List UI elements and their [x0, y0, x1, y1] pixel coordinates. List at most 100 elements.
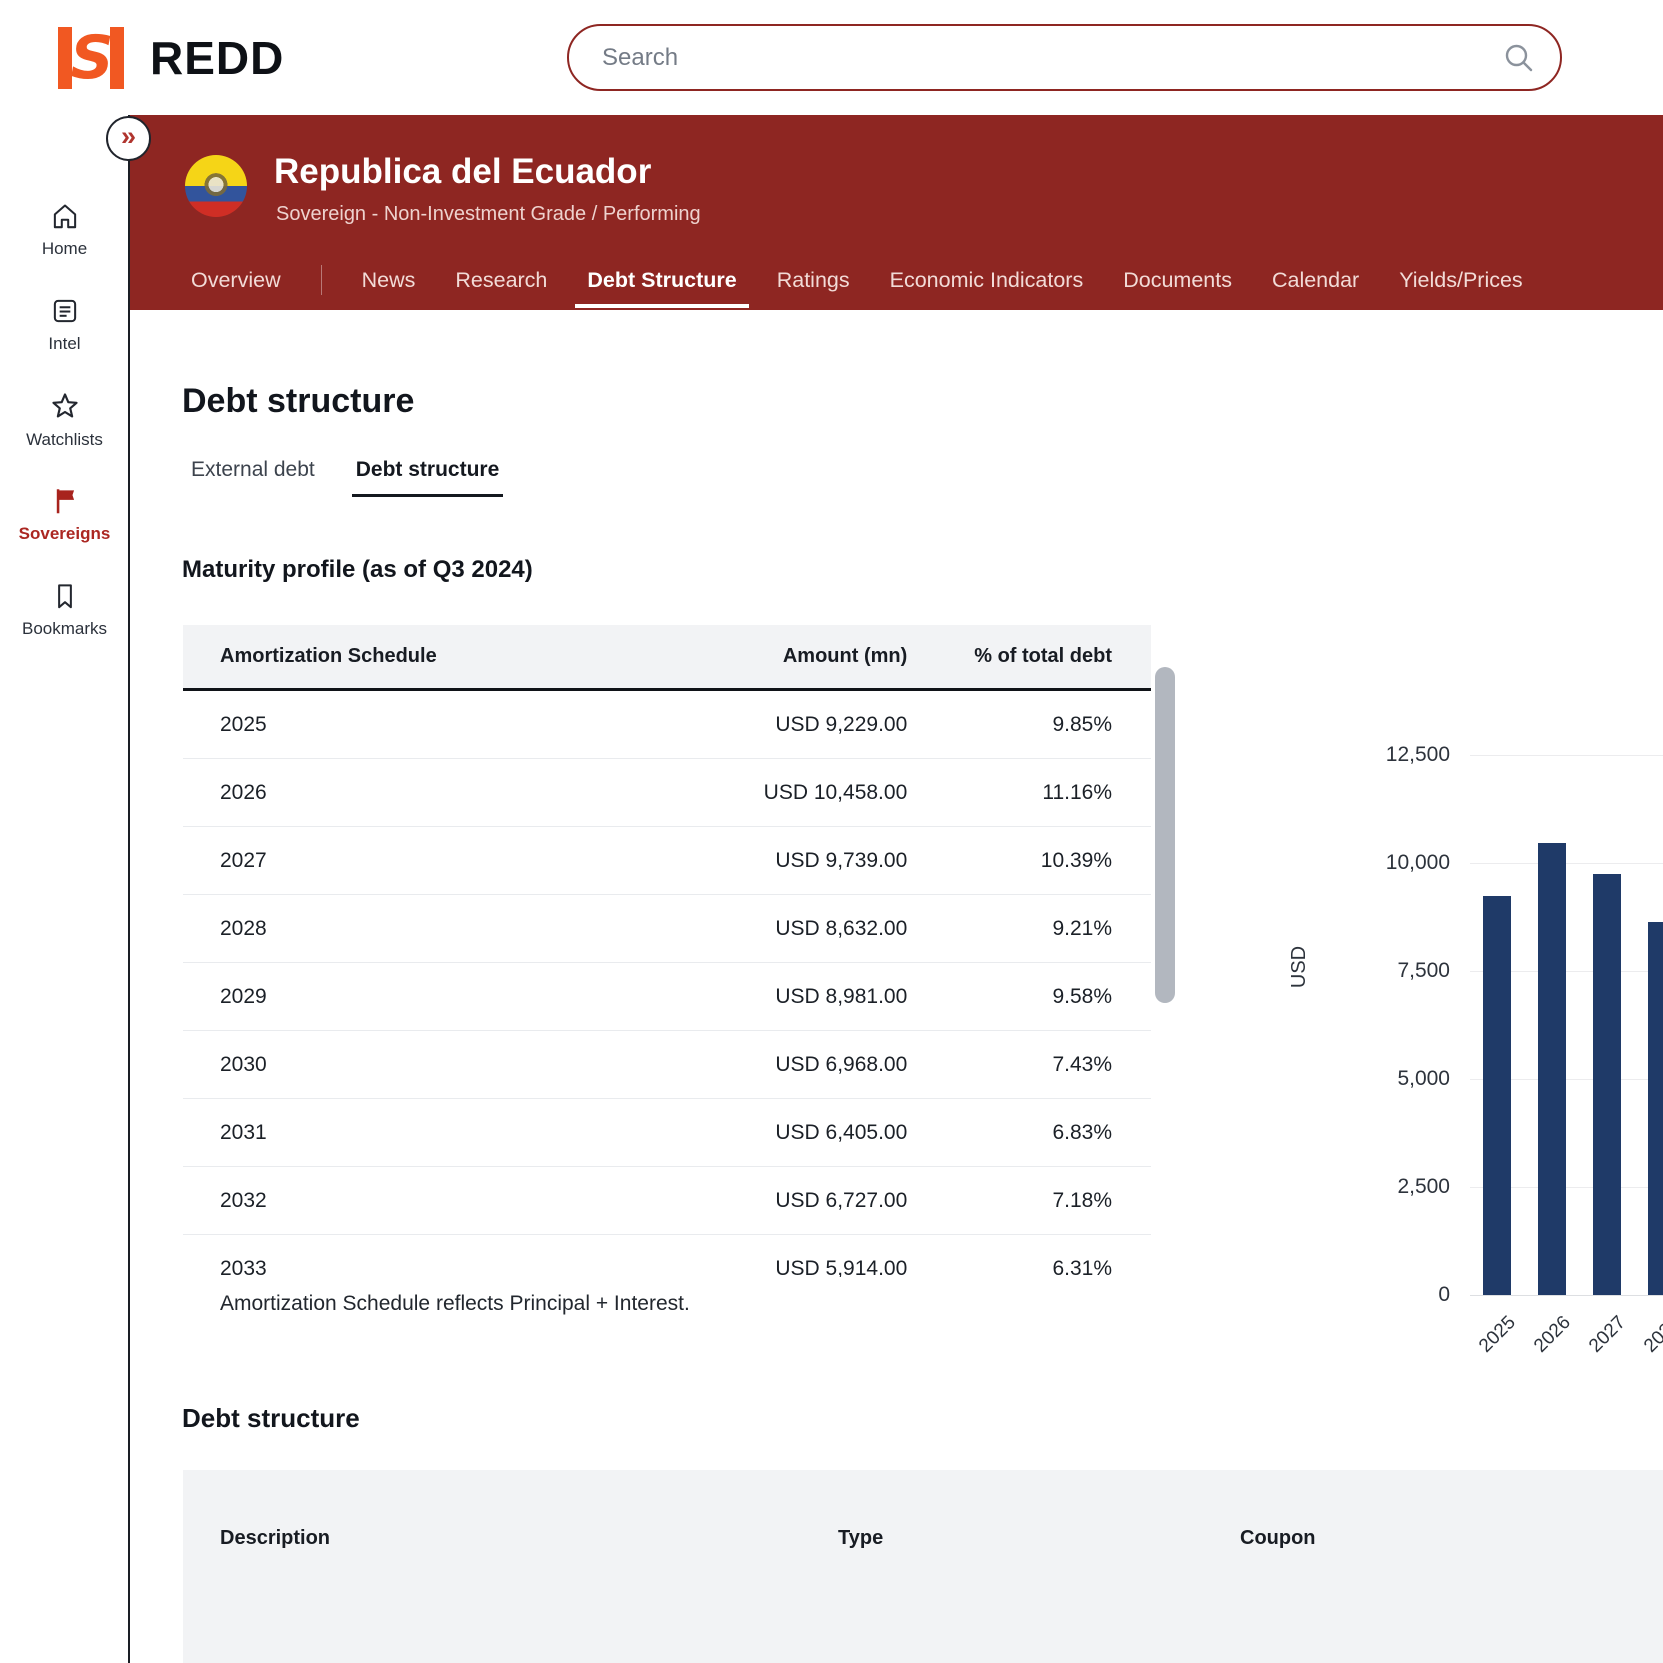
x-axis-tick-label: 2027	[1573, 1312, 1631, 1360]
debt-structure-heading: Debt structure	[182, 1403, 360, 1434]
x-axis-tick-label: 2026	[1518, 1312, 1576, 1360]
sidebar: Home Intel Watchlists Sovereigns	[0, 115, 129, 1663]
header-tab-news[interactable]: News	[362, 268, 416, 293]
table-row: 2025USD 9,229.009.85%	[183, 690, 1151, 759]
table-row: 2028USD 8,632.009.21%	[183, 895, 1151, 963]
header-tab-calendar[interactable]: Calendar	[1272, 268, 1359, 293]
search-icon[interactable]	[1502, 41, 1536, 75]
entity-title: Republica del Ecuador	[274, 152, 651, 192]
tab-external-debt[interactable]: External debt	[191, 458, 315, 482]
table-row: 2033USD 5,914.006.31%	[183, 1235, 1151, 1278]
year-cell: 2031	[183, 1099, 607, 1167]
table-row: 2030USD 6,968.007.43%	[183, 1031, 1151, 1099]
percent-cell: 7.43%	[907, 1031, 1151, 1099]
column-header-percent-total-debt: % of total debt	[907, 625, 1151, 690]
search-bar[interactable]	[567, 24, 1562, 91]
header-tab-documents[interactable]: Documents	[1123, 268, 1232, 293]
y-axis-tick-label: 0	[1320, 1281, 1450, 1309]
double-chevron-right-icon: »	[121, 123, 136, 150]
sidebar-expand-button[interactable]: »	[106, 116, 151, 161]
app-window: S REDD Home Intel	[0, 0, 1663, 1663]
year-cell: 2030	[183, 1031, 607, 1099]
percent-cell: 6.83%	[907, 1099, 1151, 1167]
flag-icon	[49, 485, 81, 517]
year-cell: 2026	[183, 759, 607, 827]
table-row: 2031USD 6,405.006.83%	[183, 1099, 1151, 1167]
bar-2025	[1483, 896, 1511, 1295]
tab-debt-structure[interactable]: Debt structure	[356, 458, 500, 482]
table-row: 2032USD 6,727.007.18%	[183, 1167, 1151, 1235]
maturity-bar-chart: USD 12,50010,0007,5005,0002,5000 2025202…	[1280, 690, 1663, 1360]
percent-cell: 10.39%	[907, 827, 1151, 895]
amount-cell: USD 6,405.00	[607, 1099, 907, 1167]
top-bar: S REDD	[0, 0, 1663, 115]
header-tab-economic-indicators[interactable]: Economic Indicators	[890, 268, 1084, 293]
home-icon	[49, 200, 81, 232]
subtabs: External debt Debt structure	[191, 458, 499, 482]
star-icon	[48, 389, 82, 423]
year-cell: 2029	[183, 963, 607, 1031]
y-axis-tick-label: 12,500	[1320, 741, 1450, 769]
bar-2026	[1538, 843, 1566, 1295]
header-tab-ratings[interactable]: Ratings	[777, 268, 850, 293]
table-header-row: Amortization Schedule Amount (mn) % of t…	[183, 625, 1151, 690]
sidebar-item-watchlists[interactable]: Watchlists	[0, 389, 129, 450]
maturity-profile-heading: Maturity profile (as of Q3 2024)	[182, 556, 533, 584]
column-header-amortization-schedule: Amortization Schedule	[183, 625, 607, 690]
percent-cell: 9.21%	[907, 895, 1151, 963]
brand-name[interactable]: REDD	[150, 31, 284, 85]
x-axis-tick-label: 2025	[1463, 1312, 1521, 1360]
percent-cell: 6.31%	[907, 1235, 1151, 1278]
year-cell: 2028	[183, 895, 607, 963]
gridline	[1470, 755, 1663, 756]
ecuador-flag-avatar	[185, 155, 247, 217]
amount-cell: USD 9,739.00	[607, 827, 907, 895]
year-cell: 2025	[183, 690, 607, 759]
debt-structure-table-header: Description Type Coupon	[183, 1470, 1663, 1663]
header-tab-yields-prices[interactable]: Yields/Prices	[1399, 268, 1522, 293]
chart-plot-area	[1470, 755, 1663, 1295]
percent-cell: 7.18%	[907, 1167, 1151, 1235]
sidebar-item-label: Sovereigns	[0, 524, 129, 544]
sidebar-item-label: Home	[0, 239, 129, 259]
gridline	[1470, 1295, 1663, 1296]
header-tab-research[interactable]: Research	[455, 268, 547, 293]
table-row: 2026USD 10,458.0011.16%	[183, 759, 1151, 827]
maturity-table: Amortization Schedule Amount (mn) % of t…	[183, 625, 1151, 1277]
y-axis-tick-label: 7,500	[1320, 957, 1450, 985]
amount-cell: USD 9,229.00	[607, 690, 907, 759]
bar-2027	[1593, 874, 1621, 1295]
svg-text:S: S	[70, 23, 113, 93]
redd-logo-icon[interactable]: S	[55, 22, 127, 94]
column-header-amount: Amount (mn)	[607, 625, 907, 690]
sidebar-item-label: Bookmarks	[0, 619, 129, 639]
page-title: Debt structure	[182, 382, 414, 421]
sidebar-item-bookmarks[interactable]: Bookmarks	[0, 580, 129, 639]
amount-cell: USD 6,727.00	[607, 1167, 907, 1235]
amount-cell: USD 8,981.00	[607, 963, 907, 1031]
entity-nav-tabs: Overview News Research Debt Structure Rating…	[191, 265, 1523, 295]
amount-cell: USD 6,968.00	[607, 1031, 907, 1099]
bookmark-icon	[49, 580, 81, 612]
document-icon	[49, 295, 81, 327]
sidebar-item-intel[interactable]: Intel	[0, 295, 129, 354]
table-footnote: Amortization Schedule reflects Principal…	[220, 1292, 690, 1316]
header-tab-debt-structure[interactable]: Debt Structure	[587, 268, 736, 293]
percent-cell: 9.58%	[907, 963, 1151, 1031]
table-scrollbar[interactable]	[1155, 667, 1175, 1003]
sidebar-item-label: Intel	[0, 334, 129, 354]
table-row: 2029USD 8,981.009.58%	[183, 963, 1151, 1031]
amount-cell: USD 5,914.00	[607, 1235, 907, 1278]
search-input[interactable]	[600, 43, 1502, 73]
entity-subtitle: Sovereign - Non-Investment Grade / Perfo…	[276, 203, 701, 226]
nav-divider	[321, 265, 322, 295]
year-cell: 2027	[183, 827, 607, 895]
y-axis-tick-label: 2,500	[1320, 1173, 1450, 1201]
sidebar-item-home[interactable]: Home	[0, 200, 129, 259]
sidebar-item-sovereigns[interactable]: Sovereigns	[0, 485, 129, 544]
column-header-type: Type	[838, 1527, 883, 1550]
year-cell: 2032	[183, 1167, 607, 1235]
header-tab-overview[interactable]: Overview	[191, 268, 281, 293]
amount-cell: USD 10,458.00	[607, 759, 907, 827]
content-divider-line	[128, 115, 130, 1663]
